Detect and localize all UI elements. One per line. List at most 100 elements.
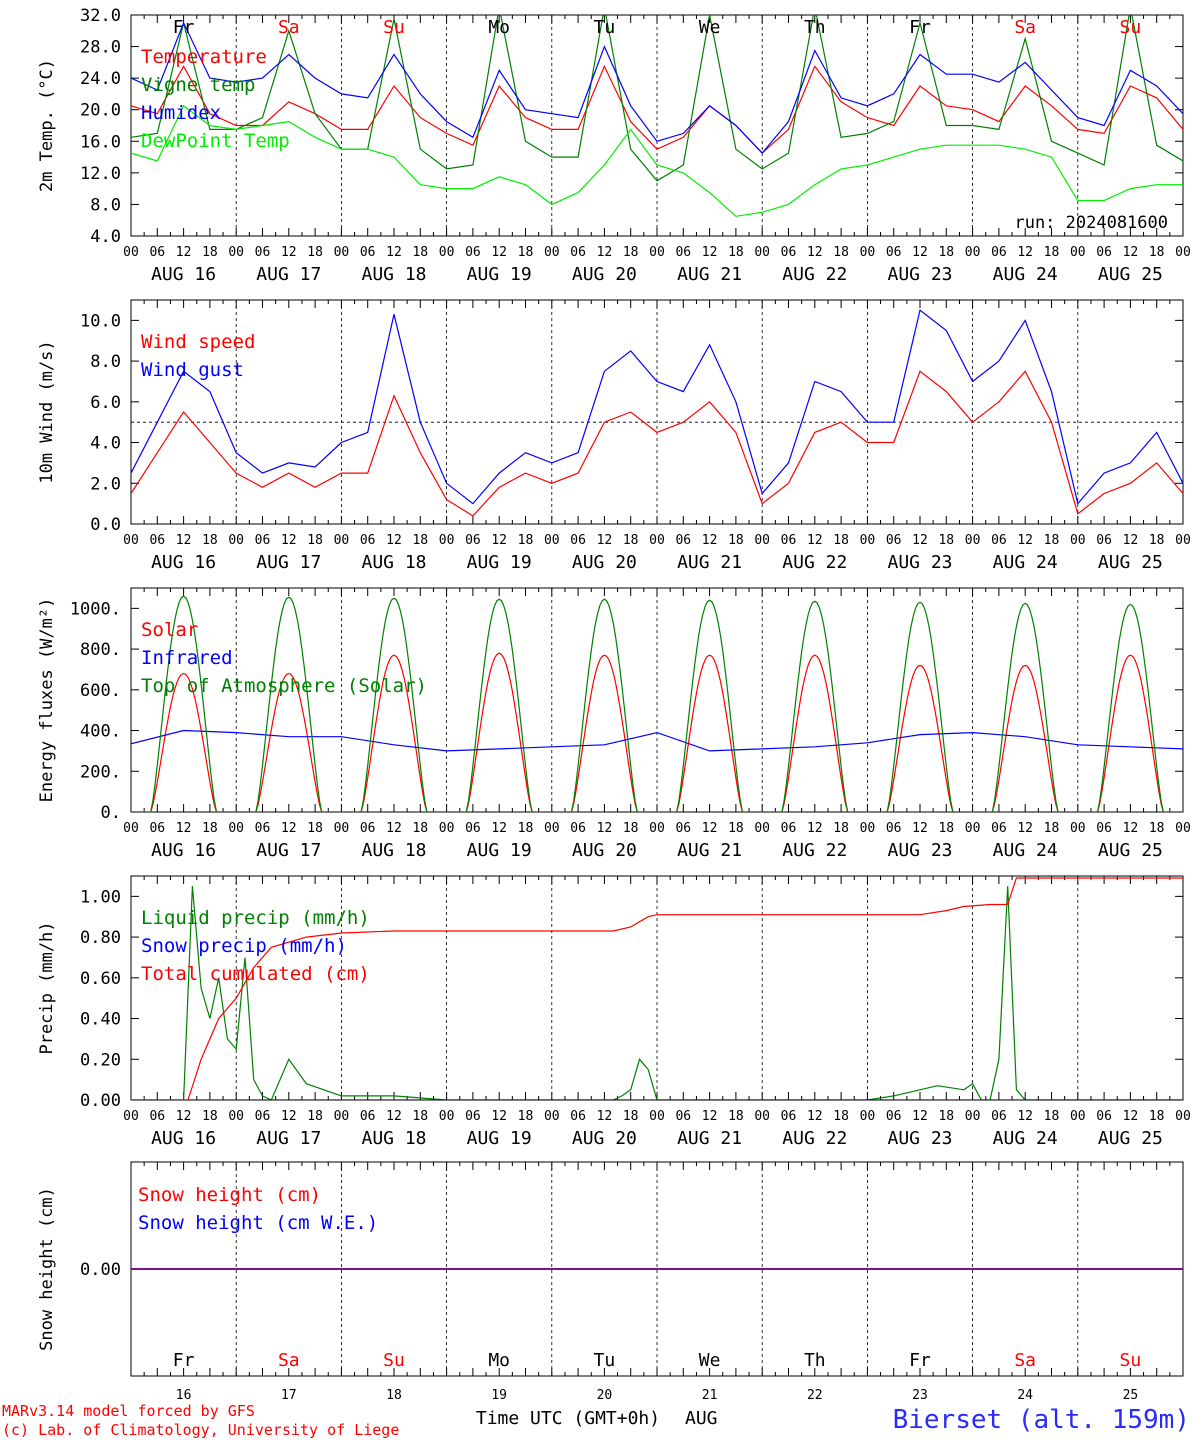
- x-hour-label: 06: [149, 1109, 165, 1124]
- legend-entry: DewPoint Temp: [141, 130, 290, 152]
- x-hour-label: 18: [1149, 245, 1165, 260]
- day-number-label: 23: [912, 1388, 928, 1403]
- day-number-label: 19: [491, 1388, 507, 1403]
- x-hour-label: 12: [1123, 245, 1139, 260]
- x-hour-label: 06: [255, 1109, 271, 1124]
- x-hour-label: 18: [728, 1109, 744, 1124]
- legend-entry: Liquid precip (mm/h): [141, 907, 370, 929]
- y-tick-label: 8.0: [90, 352, 121, 372]
- x-date-label: AUG 19: [467, 840, 532, 861]
- y-tick-label: 400.: [80, 722, 121, 742]
- legend-entry: Solar: [141, 619, 198, 641]
- x-hour-label: 00: [649, 821, 665, 836]
- x-hour-label: 06: [1096, 533, 1112, 548]
- x-hour-label: 06: [1096, 245, 1112, 260]
- x-hour-label: 12: [597, 533, 613, 548]
- x-hour-label: 06: [149, 533, 165, 548]
- weekday-label: We: [699, 1350, 721, 1371]
- x-hour-label: 18: [623, 821, 639, 836]
- y-axis-label: 2m Temp. (°C): [37, 59, 57, 192]
- x-hour-label: 18: [518, 1109, 534, 1124]
- day-number-label: 20: [597, 1388, 613, 1403]
- x-hour-label: 12: [597, 1109, 613, 1124]
- x-hour-label: 12: [176, 1109, 192, 1124]
- x-hour-label: 00: [334, 821, 350, 836]
- x-hour-label: 18: [1044, 821, 1060, 836]
- x-hour-label: 12: [491, 533, 507, 548]
- x-date-label: AUG 21: [677, 264, 742, 285]
- y-tick-label: 0.00: [80, 1091, 121, 1111]
- x-hour-label: 12: [807, 1109, 823, 1124]
- x-hour-label: 06: [991, 1109, 1007, 1124]
- model-credit-line2: (c) Lab. of Climatology, University of L…: [2, 1421, 399, 1439]
- x-hour-label: 18: [1149, 1109, 1165, 1124]
- y-tick-label: 800.: [80, 640, 121, 660]
- panel-4: 0.00 0.20 0.40 0.60 0.80 1.00 Precip (mm/h) 00 0…: [37, 875, 1191, 1149]
- x-hour-label: 06: [1096, 821, 1112, 836]
- weekday-label: Th: [804, 1350, 826, 1371]
- x-hour-label: 18: [728, 533, 744, 548]
- x-hour-label: 06: [255, 821, 271, 836]
- x-date-label: AUG 20: [572, 264, 637, 285]
- y-tick-label: 0.: [101, 803, 121, 823]
- x-date-label: AUG 16: [151, 840, 216, 861]
- weekday-label: Su: [383, 1350, 405, 1371]
- panel-2: 0.0 2.0 4.0 6.0 8.0 10.0 10m Wind (m/s) 00 06 12 1…: [37, 299, 1191, 573]
- series-line-top-of-atmosphere-solar-: [131, 595, 1183, 812]
- legend-entry: Snow height (cm W.E.): [138, 1212, 378, 1234]
- x-hour-label: 06: [991, 821, 1007, 836]
- x-hour-label: 12: [386, 1109, 402, 1124]
- y-tick-label: 6.0: [90, 393, 121, 413]
- weekday-label: Th: [804, 17, 826, 38]
- day-number-label: 17: [281, 1388, 297, 1403]
- x-hour-label: 06: [465, 1109, 481, 1124]
- x-hour-label: 12: [1123, 533, 1139, 548]
- weekday-label: Tu: [594, 17, 616, 38]
- x-hour-label: 18: [833, 821, 849, 836]
- x-hour-label: 00: [965, 245, 981, 260]
- x-hour-label: 00: [754, 533, 770, 548]
- x-hour-label: 06: [570, 533, 586, 548]
- x-date-label: AUG 19: [467, 264, 532, 285]
- x-hour-label: 18: [1044, 245, 1060, 260]
- x-hour-label: 18: [728, 245, 744, 260]
- x-hour-label: 18: [202, 533, 218, 548]
- x-hour-label: 12: [1123, 821, 1139, 836]
- x-date-label: AUG 23: [887, 264, 952, 285]
- y-tick-label: 20.0: [80, 101, 121, 121]
- x-date-label: AUG 18: [361, 264, 426, 285]
- x-hour-label: 18: [202, 245, 218, 260]
- x-date-label: AUG 22: [782, 264, 847, 285]
- x-hour-label: 06: [675, 1109, 691, 1124]
- legend-entry: Temperature: [141, 46, 267, 68]
- x-hour-label: 18: [518, 533, 534, 548]
- y-tick-label: 8.0: [90, 195, 121, 215]
- weekday-label: Su: [383, 17, 405, 38]
- x-date-label: AUG 20: [572, 840, 637, 861]
- x-hour-label: 00: [649, 1109, 665, 1124]
- y-tick-label: 28.0: [80, 38, 121, 58]
- x-hour-label: 00: [123, 533, 139, 548]
- x-hour-label: 06: [886, 821, 902, 836]
- x-date-label: AUG 25: [1098, 264, 1163, 285]
- x-hour-label: 00: [123, 1109, 139, 1124]
- run-label: run: 2024081600: [1014, 213, 1168, 233]
- weekday-label: Sa: [278, 17, 300, 38]
- x-hour-label: 12: [702, 533, 718, 548]
- x-hour-label: 00: [439, 533, 455, 548]
- x-hour-label: 06: [781, 533, 797, 548]
- x-hour-label: 06: [360, 533, 376, 548]
- x-date-label: AUG 24: [993, 1128, 1058, 1149]
- day-number-label: 22: [807, 1388, 823, 1403]
- station-label: Bierset (alt. 159m): [893, 1405, 1190, 1435]
- weekday-label: Fr: [909, 17, 931, 38]
- y-tick-label: 0.80: [80, 928, 121, 948]
- x-hour-label: 12: [281, 821, 297, 836]
- x-hour-label: 00: [439, 245, 455, 260]
- x-hour-label: 18: [202, 1109, 218, 1124]
- x-hour-label: 06: [991, 533, 1007, 548]
- series-line-solar: [131, 652, 1183, 812]
- day-number-label: 21: [702, 1388, 718, 1403]
- x-date-label: AUG 21: [677, 552, 742, 573]
